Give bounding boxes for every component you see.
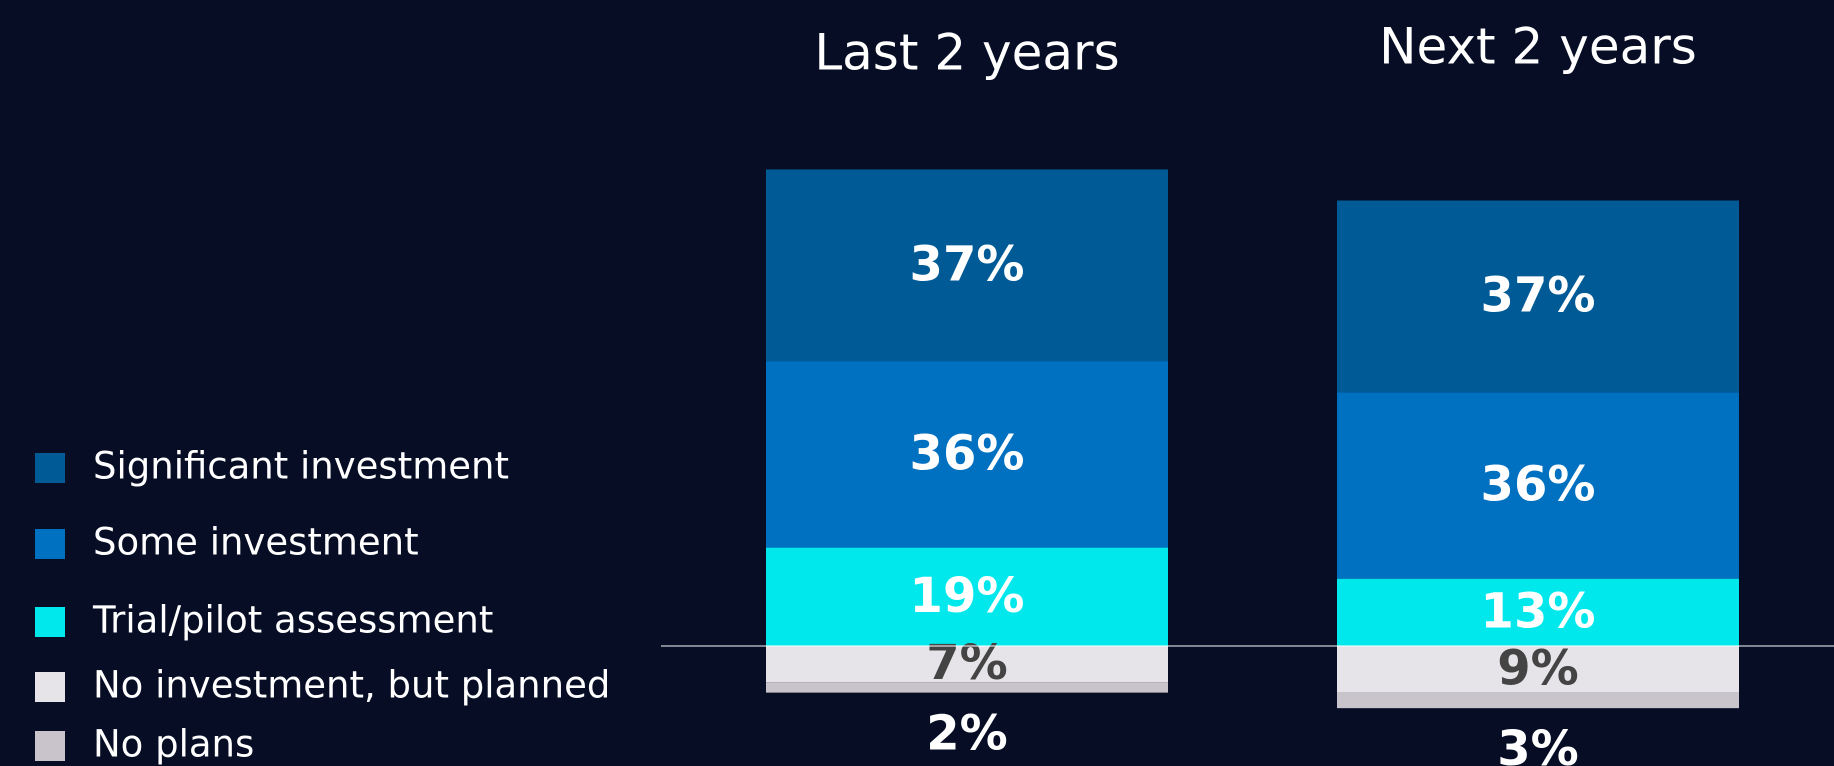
- bar-segment: [1337, 392, 1739, 579]
- value-label: 37%: [1481, 267, 1596, 323]
- value-label: 3%: [1497, 721, 1579, 766]
- bar-segment: [1337, 200, 1739, 393]
- column-title: Last 2 years: [814, 24, 1119, 82]
- value-label: 2%: [926, 706, 1008, 762]
- bar-segment: [766, 646, 1168, 683]
- value-label: 9%: [1497, 640, 1579, 696]
- legend-label: Some investment: [93, 521, 419, 564]
- bar-segment: [766, 169, 1168, 362]
- column-title: Next 2 years: [1379, 18, 1697, 76]
- bar-segment: [1337, 692, 1739, 709]
- legend-swatch: [35, 731, 65, 761]
- bar-segment: [1337, 646, 1739, 693]
- legend-swatch: [35, 453, 65, 483]
- legend-swatch: [35, 607, 65, 637]
- value-label: 36%: [910, 425, 1025, 481]
- legend-swatch: [35, 672, 65, 702]
- bar-segment: [1337, 578, 1739, 646]
- value-label: 19%: [910, 568, 1025, 624]
- legend-swatch: [35, 529, 65, 559]
- bar-segment: [766, 682, 1168, 693]
- legend-label: No investment, but planned: [93, 664, 610, 707]
- legend-label: Trial/pilot assessment: [92, 599, 493, 642]
- value-label: 37%: [910, 236, 1025, 292]
- bar-segment: [766, 547, 1168, 646]
- value-label: 7%: [926, 635, 1008, 691]
- legend-label: Significant investment: [93, 445, 509, 488]
- legend-label: No plans: [93, 723, 254, 766]
- value-label: 36%: [1481, 456, 1596, 512]
- value-label: 13%: [1481, 583, 1596, 639]
- bar-segment: [766, 361, 1168, 548]
